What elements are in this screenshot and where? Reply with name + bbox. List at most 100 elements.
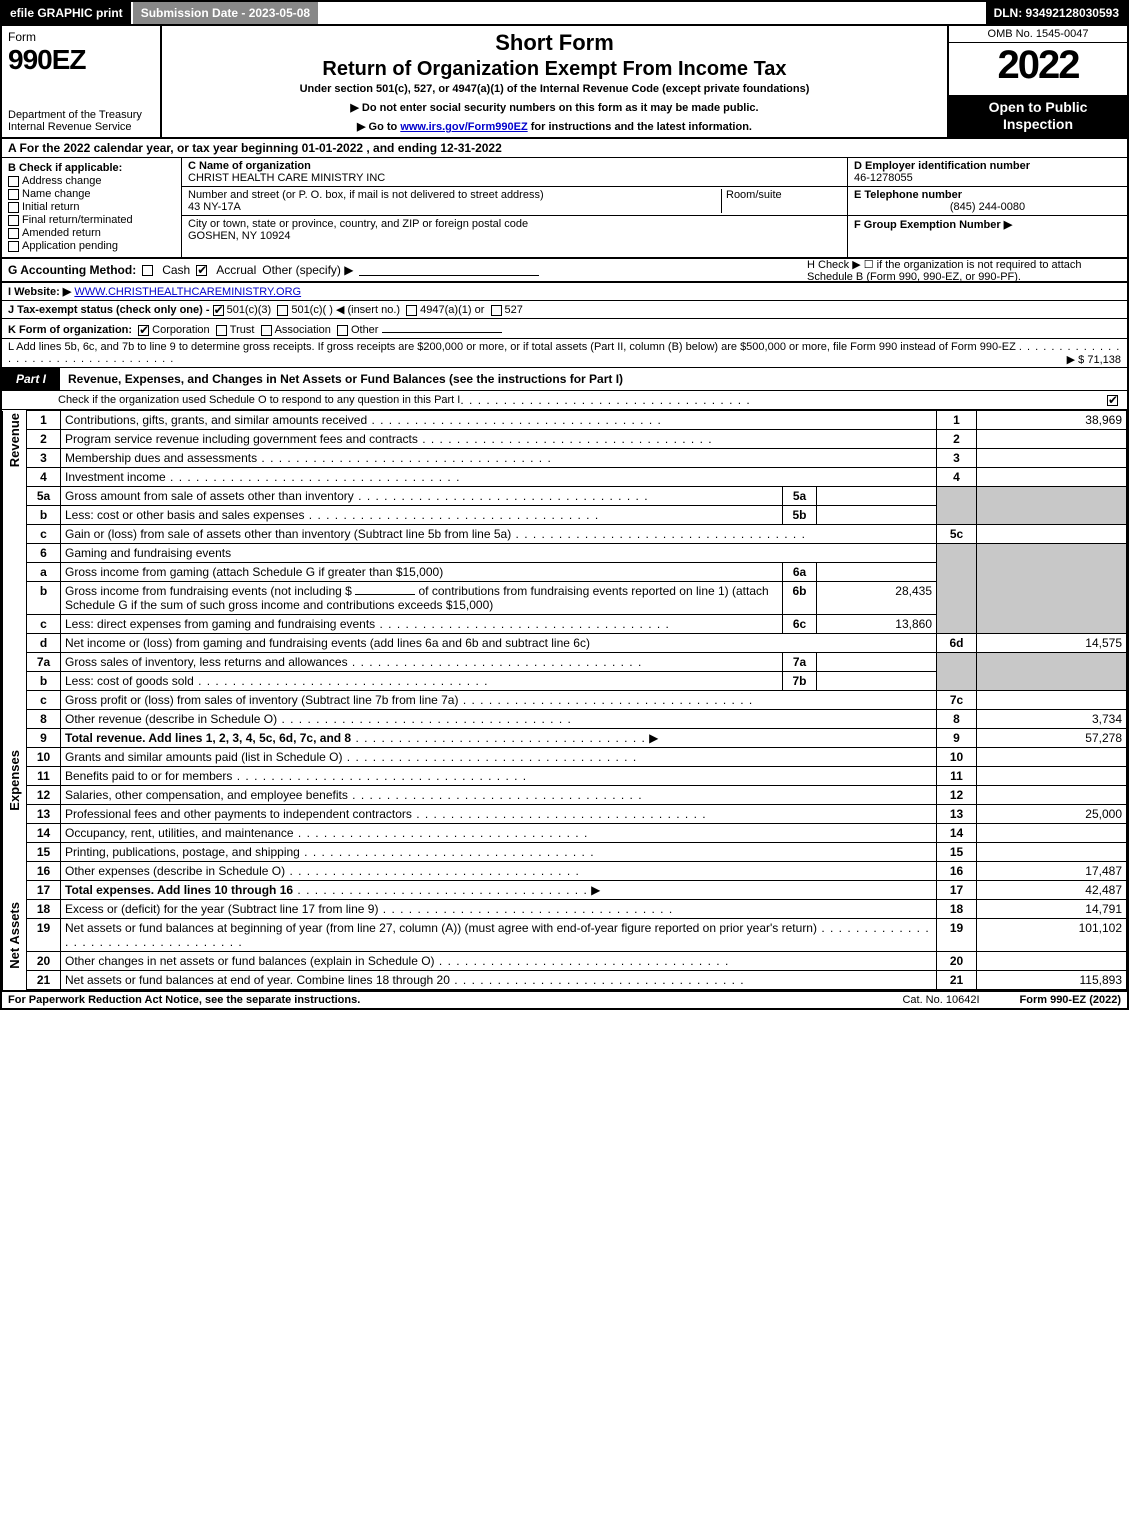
line-num: 18: [27, 900, 61, 919]
line-18: Net Assets 18 Excess or (deficit) for th…: [3, 900, 1127, 919]
dots-icon: [375, 617, 670, 631]
line-val: 115,893: [977, 971, 1127, 990]
g-accrual: Accrual: [216, 263, 256, 277]
efile-button[interactable]: efile GRAPHIC print: [2, 2, 133, 24]
short-form-title: Short Form: [170, 30, 939, 56]
b-opt-initial[interactable]: Initial return: [8, 201, 175, 213]
k-other: Other: [351, 324, 379, 336]
line-num: 17: [27, 881, 61, 900]
checkbox-icon[interactable]: [8, 228, 19, 239]
k-label: K Form of organization:: [8, 324, 132, 336]
c-city-value: GOSHEN, NY 10924: [188, 230, 841, 242]
bullet-2-post: for instructions and the latest informat…: [528, 121, 752, 133]
grey-cell: [977, 487, 1127, 525]
k-corp: Corporation: [152, 324, 209, 336]
line-desc: Printing, publications, postage, and shi…: [65, 845, 300, 859]
b-opt-name[interactable]: Name change: [8, 188, 175, 200]
b-opt-final[interactable]: Final return/terminated: [8, 214, 175, 226]
d-value: 46-1278055: [854, 172, 1121, 184]
row-g-h-wrap: G Accounting Method: Cash Accrual Other …: [2, 259, 1127, 283]
line-val: [977, 824, 1127, 843]
dots-icon: [257, 451, 552, 465]
form-header: Form 990EZ Department of the Treasury In…: [2, 26, 1127, 139]
b-opt-label: Address change: [22, 175, 102, 187]
line-code: 13: [937, 805, 977, 824]
checkbox-icon[interactable]: [337, 325, 348, 336]
line-1: Revenue 1 Contributions, gifts, grants, …: [3, 411, 1127, 430]
netassets-vlabel: Net Assets: [7, 902, 22, 969]
block-b-c-d-e-f: B Check if applicable: Address change Na…: [2, 158, 1127, 259]
line-desc: Net income or (loss) from gaming and fun…: [65, 636, 590, 650]
g-cash: Cash: [162, 263, 190, 277]
d-cell: D Employer identification number 46-1278…: [848, 158, 1127, 187]
checkbox-icon[interactable]: [8, 189, 19, 200]
footer-right: Form 990-EZ (2022): [1020, 994, 1121, 1006]
b-opt-amended[interactable]: Amended return: [8, 227, 175, 239]
form-label: Form: [8, 30, 154, 44]
website-link[interactable]: WWW.CHRISTHEALTHCAREMINISTRY.ORG: [74, 286, 301, 298]
sub-code: 6b: [783, 582, 817, 615]
line-desc: Gross profit or (loss) from sales of inv…: [65, 693, 458, 707]
grey-cell: [937, 487, 977, 525]
checkbox-icon[interactable]: [216, 325, 227, 336]
sub-code: 6a: [783, 563, 817, 582]
line-val: [977, 691, 1127, 710]
c-city-label: City or town, state or province, country…: [188, 218, 841, 230]
line-desc: Gross amount from sale of assets other t…: [65, 489, 354, 503]
line-19: 19 Net assets or fund balances at beginn…: [3, 919, 1127, 952]
f-label: F Group Exemption Number ▶: [854, 218, 1121, 231]
line-16: 16 Other expenses (describe in Schedule …: [3, 862, 1127, 881]
line-desc: Less: cost of goods sold: [65, 674, 194, 688]
b-opt-label: Name change: [22, 188, 91, 200]
line-code: 8: [937, 710, 977, 729]
c-name-label: C Name of organization: [188, 160, 841, 172]
i-label: I Website: ▶: [8, 286, 71, 298]
checkbox-icon[interactable]: [261, 325, 272, 336]
line-val: 42,487: [977, 881, 1127, 900]
line-20: 20 Other changes in net assets or fund b…: [3, 952, 1127, 971]
sub-val: [817, 653, 937, 672]
checkbox-icon[interactable]: [138, 325, 149, 336]
tax-year: 2022: [949, 43, 1127, 95]
form-subtitle: Under section 501(c), 527, or 4947(a)(1)…: [170, 83, 939, 95]
b-opt-address[interactable]: Address change: [8, 175, 175, 187]
line-desc: Investment income: [65, 470, 166, 484]
checkbox-icon[interactable]: [8, 241, 19, 252]
line-13: 13 Professional fees and other payments …: [3, 805, 1127, 824]
sub-code: 6c: [783, 615, 817, 634]
checkbox-icon[interactable]: [406, 305, 417, 316]
checkbox-icon[interactable]: [491, 305, 502, 316]
dots-icon: [378, 902, 673, 916]
line-6: 6 Gaming and fundraising events: [3, 544, 1127, 563]
bullet-2: ▶ Go to www.irs.gov/Form990EZ for instru…: [170, 120, 939, 133]
c-street-label: Number and street (or P. O. box, if mail…: [188, 189, 721, 201]
checkbox-icon[interactable]: [142, 265, 153, 276]
line-num: 5a: [27, 487, 61, 506]
checkbox-icon[interactable]: [8, 215, 19, 226]
irs-link[interactable]: www.irs.gov/Form990EZ: [400, 121, 527, 133]
sub-code: 5b: [783, 506, 817, 525]
l-text: L Add lines 5b, 6c, and 7b to line 9 to …: [8, 341, 1016, 353]
line-desc: Net assets or fund balances at end of ye…: [65, 973, 450, 987]
checkbox-icon[interactable]: [8, 202, 19, 213]
line-desc: Other revenue (describe in Schedule O): [65, 712, 277, 726]
dots-icon: [458, 693, 753, 707]
c-city-row: City or town, state or province, country…: [182, 216, 847, 244]
checkbox-icon[interactable]: [196, 265, 207, 276]
line-desc: Benefits paid to or for members: [65, 769, 232, 783]
checkbox-icon[interactable]: [8, 176, 19, 187]
checkbox-icon[interactable]: [213, 305, 224, 316]
line-code: 1: [937, 411, 977, 430]
b-opt-pending[interactable]: Application pending: [8, 240, 175, 252]
line-code: 6d: [937, 634, 977, 653]
checkbox-icon[interactable]: [1107, 395, 1118, 406]
line-desc: Excess or (deficit) for the year (Subtra…: [65, 902, 378, 916]
footer-mid: Cat. No. 10642I: [902, 994, 979, 1006]
row-l: L Add lines 5b, 6c, and 7b to line 9 to …: [2, 339, 1127, 368]
sub-code: 5a: [783, 487, 817, 506]
col-b: B Check if applicable: Address change Na…: [2, 158, 182, 257]
dots-icon: [435, 954, 730, 968]
c-street-row: Number and street (or P. O. box, if mail…: [182, 187, 847, 216]
checkbox-icon[interactable]: [277, 305, 288, 316]
grey-cell: [937, 544, 977, 634]
